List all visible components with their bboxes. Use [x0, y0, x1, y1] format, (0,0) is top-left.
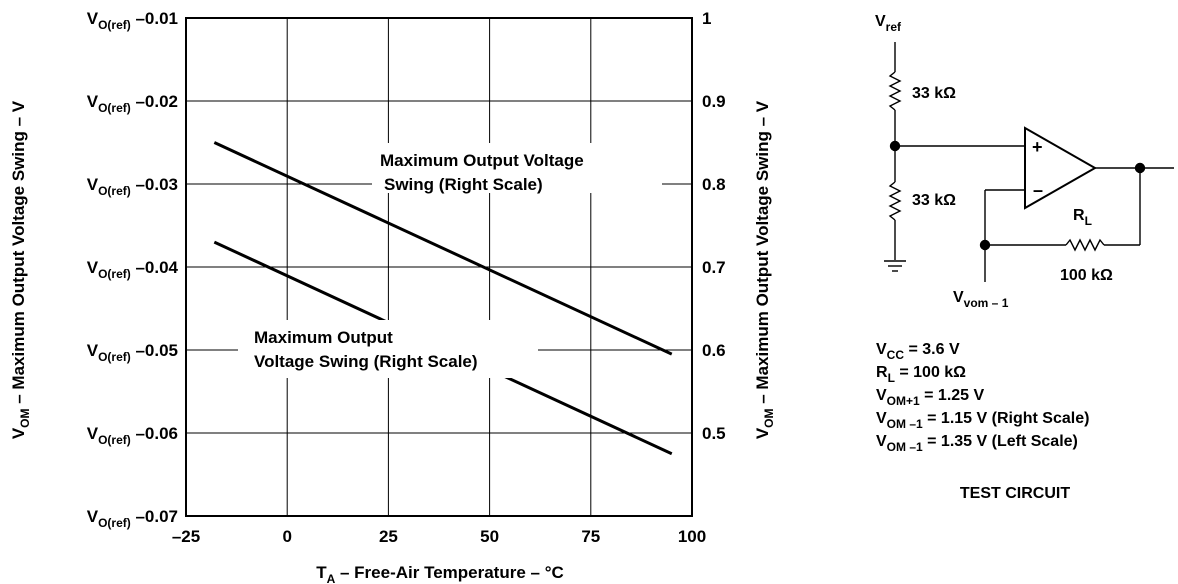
junction-dot-output [1134, 162, 1146, 174]
resistor-bottom [888, 181, 902, 221]
y-axis-title-left: VOM – Maximum Output Voltage Swing – V [9, 100, 32, 439]
x-axis-title: TA – Free-Air Temperature – °C [316, 563, 564, 584]
annotation-text: Maximum Output [254, 328, 393, 347]
resistor-top [888, 71, 902, 111]
left-tick-label: VO(ref) –0.03 [87, 175, 178, 198]
right-tick-labels: 1 0.9 0.8 0.7 0.6 0.5 [702, 9, 726, 443]
left-tick-label: VO(ref) –0.01 [87, 9, 178, 32]
x-tick-label: 100 [678, 527, 706, 546]
r-bottom-label: 33 kΩ [912, 192, 956, 209]
minus-sign: – [1033, 180, 1043, 200]
right-tick-label: 0.5 [702, 424, 726, 443]
x-tick-label: 75 [581, 527, 600, 546]
annotations: Maximum Output Voltage Swing (Right Scale… [238, 143, 662, 378]
condition-line: VOM –1 = 1.15 V (Right Scale) [876, 410, 1089, 431]
series-line-1 [213, 141, 673, 356]
x-tick-label: 50 [480, 527, 499, 546]
junction-dot-divider [889, 140, 901, 152]
r-top-label: 33 kΩ [912, 85, 956, 102]
vom-node-label: Vvom – 1 [953, 289, 1009, 310]
annotation-bg [372, 143, 662, 193]
x-tick-label: 0 [282, 527, 291, 546]
y-axis-title-right: VOM – Maximum Output Voltage Swing – V [753, 100, 776, 439]
test-circuit [884, 42, 1174, 282]
annotation-text: Voltage Swing (Right Scale) [254, 352, 478, 371]
rl-value: 100 kΩ [1060, 267, 1113, 284]
x-tick-label: –25 [172, 527, 200, 546]
right-tick-label: 0.7 [702, 258, 726, 277]
ground-icon [884, 260, 906, 272]
plus-sign: + [1032, 137, 1043, 157]
left-tick-label: VO(ref) –0.07 [87, 507, 178, 530]
circuit-labels: Vref 33 kΩ 33 kΩ + – RL 100 kΩ Vvom – 1 … [875, 13, 1113, 502]
grid [186, 18, 692, 516]
left-tick-label: VO(ref) –0.06 [87, 424, 178, 447]
x-tick-labels: –25 0 25 50 75 100 [172, 527, 706, 546]
chart: Maximum Output Voltage Swing (Right Scale… [9, 9, 776, 584]
resistor-rl [1065, 238, 1105, 252]
vref-label: Vref [875, 13, 902, 34]
x-tick-label: 25 [379, 527, 398, 546]
rl-label: RL [1073, 207, 1092, 228]
annotation-text: Swing (Right Scale) [384, 175, 543, 194]
plot-frame [185, 17, 693, 517]
circuit-caption: TEST CIRCUIT [960, 485, 1070, 502]
condition-line: RL = 100 kΩ [876, 364, 966, 385]
op-amp-icon [1024, 126, 1098, 210]
right-tick-label: 0.8 [702, 175, 726, 194]
annotation-text: Maximum Output Voltage [380, 151, 584, 170]
right-tick-label: 0.6 [702, 341, 726, 360]
right-tick-label: 1 [702, 9, 711, 28]
right-tick-label: 0.9 [702, 92, 726, 111]
left-tick-label: VO(ref) –0.05 [87, 341, 178, 364]
condition-line: VCC = 3.6 V [876, 341, 960, 362]
condition-line: VOM –1 = 1.35 V (Left Scale) [876, 433, 1078, 454]
condition-line: VOM+1 = 1.25 V [876, 387, 985, 408]
junction-dot-feedback [979, 239, 991, 251]
left-tick-label: VO(ref) –0.04 [87, 258, 179, 281]
left-tick-label: VO(ref) –0.02 [87, 92, 178, 115]
left-tick-labels: VO(ref) –0.01 VO(ref) –0.02 VO(ref) –0.03 V… [87, 9, 179, 530]
annotation-bg [238, 320, 538, 378]
